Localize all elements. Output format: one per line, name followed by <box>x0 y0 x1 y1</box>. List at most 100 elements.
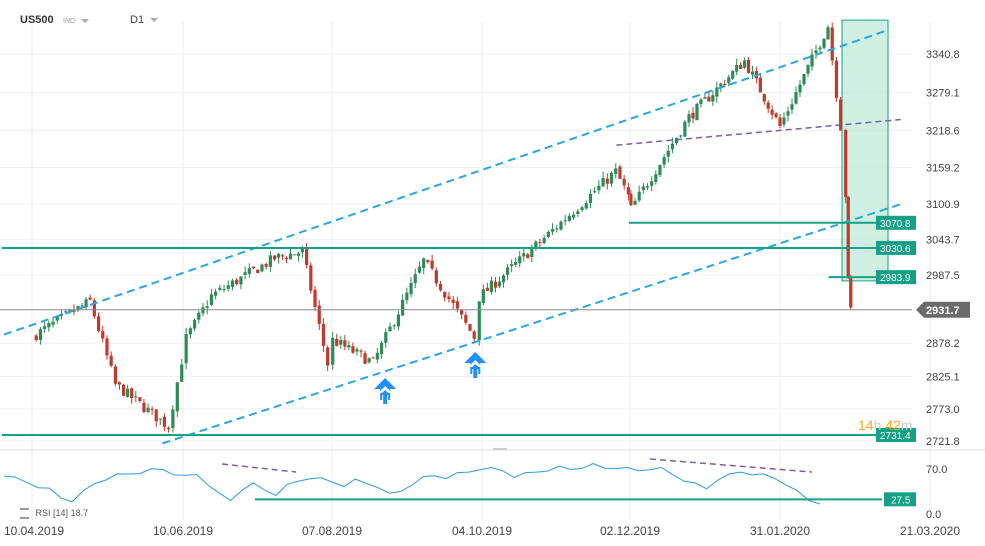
candle-body <box>154 409 158 422</box>
candle-body <box>438 283 443 291</box>
candle-body <box>92 300 96 317</box>
buy-arrow-icon <box>374 378 397 404</box>
y-axis-tick-label: 3043.7 <box>926 235 960 247</box>
candle-body <box>654 174 658 182</box>
candle-body <box>197 312 201 320</box>
candle-body <box>546 231 550 237</box>
candle-body <box>292 254 297 256</box>
level-badge-text: 2983.9 <box>880 273 911 284</box>
candle-body <box>489 280 494 292</box>
candle-body <box>339 340 343 345</box>
candle-body <box>351 346 355 353</box>
candle-body <box>658 165 662 175</box>
candle-body <box>422 258 426 269</box>
candle-body <box>105 338 109 356</box>
x-axis-tick-label: 10.04.2019 <box>4 524 64 538</box>
candle-body <box>43 326 47 330</box>
candle-body <box>641 186 645 191</box>
candle-body <box>392 325 396 327</box>
candle-body <box>629 193 633 206</box>
candle-body <box>218 287 222 291</box>
pane-resize-handle <box>493 448 507 450</box>
timeframe-selector[interactable]: D1 <box>130 14 159 26</box>
candle-body <box>626 187 630 195</box>
candle-body <box>597 185 601 191</box>
candle-body <box>96 316 101 332</box>
candle-body <box>576 211 580 215</box>
candle-body <box>426 260 430 263</box>
candle-body <box>464 314 468 323</box>
candle-body <box>822 38 826 48</box>
class-dropdown-icon[interactable] <box>81 19 90 24</box>
candle-body <box>396 314 401 327</box>
candle-body <box>309 265 313 291</box>
rsi-line <box>3 463 821 505</box>
candle-body <box>235 279 239 285</box>
candle-body <box>121 384 126 396</box>
candle-body <box>534 241 538 248</box>
candle-body <box>555 228 559 230</box>
candle-body <box>331 337 335 365</box>
candle-body <box>80 305 84 307</box>
symbol-label[interactable]: US500 <box>20 14 54 26</box>
indicator-settings-icon[interactable] <box>20 508 29 520</box>
candle-body <box>317 305 321 324</box>
candle-body <box>645 186 650 188</box>
candle-body <box>384 332 388 343</box>
candle-body <box>335 338 339 346</box>
candle-body <box>786 111 790 116</box>
candle-body <box>247 268 251 274</box>
candle-body <box>526 254 530 259</box>
candle-body <box>679 135 683 137</box>
candle-body <box>699 99 703 104</box>
candle-body <box>300 248 304 253</box>
candle-body <box>774 113 778 118</box>
candle-body <box>538 242 542 244</box>
candle-body <box>142 402 146 412</box>
candle-body <box>493 281 498 288</box>
candle-body <box>146 407 150 412</box>
candle-body <box>743 60 747 68</box>
y-axis-tick-label: 3159.2 <box>926 163 960 175</box>
rsi-legend[interactable]: RSI [14] 18.7 <box>20 508 89 520</box>
candle-body <box>305 247 309 265</box>
buy-arrow-icon <box>464 352 487 378</box>
candle-body <box>455 301 459 309</box>
level-badge-text: 3070.8 <box>880 219 911 230</box>
candle-body <box>72 310 76 312</box>
timeframe-dropdown-icon[interactable] <box>150 18 159 23</box>
candle-body <box>430 260 434 269</box>
candle-body <box>806 64 810 74</box>
candle-body <box>388 326 392 332</box>
candle-body <box>451 299 455 304</box>
candle-body <box>117 382 122 385</box>
candle-body <box>622 178 626 186</box>
rsi-divergence-line <box>221 463 297 473</box>
candle-body <box>401 299 405 316</box>
candle-body <box>272 255 277 260</box>
candle-body <box>674 137 679 144</box>
x-axis-tick-label: 31.01.2020 <box>750 524 810 538</box>
candle-body <box>468 324 472 331</box>
candle-body <box>184 334 188 364</box>
candle-body <box>321 323 326 346</box>
rsi-value: 18.7 <box>70 508 89 518</box>
candle-body <box>633 200 637 205</box>
candle-body <box>662 157 666 165</box>
candle-body <box>288 253 293 260</box>
timer-hours: 14 <box>858 417 874 433</box>
arrow-core <box>470 364 481 378</box>
candle-body <box>844 129 848 198</box>
timer-hours-unit: h <box>873 417 882 433</box>
candle-body <box>447 296 451 300</box>
candle-body <box>256 269 260 274</box>
candle-body <box>477 301 481 341</box>
candle-body <box>750 71 755 75</box>
y-axis-tick-label: 2825.1 <box>926 371 960 383</box>
candle-body <box>171 409 175 429</box>
candle-body <box>542 237 546 243</box>
candle-body <box>175 382 179 412</box>
arrow-core <box>380 390 391 404</box>
